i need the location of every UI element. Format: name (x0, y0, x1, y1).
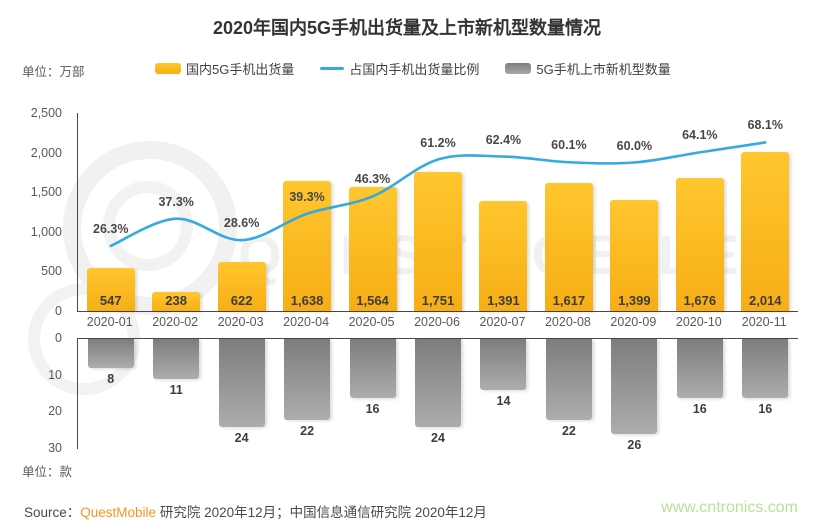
top-y-tick-label: 2,000 (30, 145, 62, 160)
shipment-bar (610, 200, 659, 311)
top-plot-area: 547 238 622 1,638 1,564 1,751 1,391 1,617 1,399 1… (77, 113, 798, 312)
legend-item-shipments: 国内5G手机出货量 (155, 59, 294, 78)
bottom-plot-area: 8 11 24 22 16 24 14 22 26 16 16 (77, 338, 798, 453)
top-y-tick-label: 1,500 (30, 185, 62, 200)
source-brand: QuestMobile (80, 505, 157, 520)
shipment-bar-value: 1,638 (290, 293, 324, 308)
new-model-bar-value: 8 (107, 372, 115, 387)
ratio-percent-label: 62.4% (485, 132, 522, 147)
ratio-percent-label: 60.1% (551, 138, 587, 153)
legend-item-ratio: 占国内手机出货量比例 (320, 59, 479, 78)
new-model-bar (742, 339, 789, 398)
shipment-bar (217, 261, 266, 311)
ratio-percent-label: 46.3% (354, 172, 391, 187)
bottom-y-tick-label: 20 (48, 404, 62, 419)
top-y-tick-label: 0 (55, 304, 62, 318)
top-y-tick-label: 2,500 (30, 106, 62, 120)
new-model-bar (153, 339, 200, 380)
new-model-bar (415, 339, 461, 427)
shipment-bar (283, 181, 332, 311)
x-axis-label: 2020-09 (610, 315, 657, 329)
legend-label: 国内5G手机出货量 (186, 62, 295, 77)
x-axis-label: 2020-10 (675, 315, 722, 329)
unit-label-bottom: 单位：款 (22, 465, 73, 479)
ratio-line-chart (109, 141, 767, 248)
legend-label: 占国内手机出货量比例 (349, 62, 480, 77)
blue-line-swatch-icon (320, 67, 345, 70)
top-y-tick-label: 1,000 (30, 224, 62, 239)
x-axis-label: 2020-07 (479, 315, 526, 329)
new-model-bar-value: 11 (169, 383, 183, 398)
ratio-percent-label: 28.6% (223, 216, 260, 231)
new-model-bar (87, 339, 134, 369)
shipment-bar (741, 151, 790, 311)
new-model-bar (545, 339, 592, 420)
new-model-bar (218, 339, 265, 427)
x-axis-label: 2020-01 (86, 315, 133, 329)
legend: 国内5G手机出货量 占国内手机出货量比例 5G手机上市新机型数量 (155, 59, 671, 78)
yellow-bar-swatch-icon (155, 63, 181, 74)
shipment-bar (544, 182, 593, 311)
ratio-line-path (109, 141, 767, 248)
shipment-bar (86, 267, 135, 311)
legend-item-new-models: 5G手机上市新机型数量 (505, 59, 671, 78)
source-rest: 研究院 2020年12月；中国信息通信研究院 2020年12月 (156, 505, 487, 520)
shipment-bar-value: 1,564 (356, 293, 389, 308)
legend-label: 5G手机上市新机型数量 (536, 62, 671, 77)
x-axis-label: 2020-11 (741, 315, 787, 329)
page-title: 2020年国内5G手机出货量及上市新机型数量情况 (212, 18, 602, 38)
ratio-percent-label: 39.3% (289, 189, 325, 204)
unit-label-top: 单位：万部 (22, 65, 85, 79)
site-watermark: www.cntronics.com (661, 499, 798, 516)
bottom-y-tick-label: 0 (55, 331, 62, 345)
new-model-bar (284, 339, 331, 420)
new-model-bar-value: 26 (627, 438, 642, 453)
x-axis-label: 2020-02 (152, 315, 199, 329)
shipment-bar-value: 1,617 (552, 293, 586, 308)
x-axis-label: 2020-05 (348, 315, 395, 329)
shipment-bar-value: 238 (165, 293, 188, 308)
x-axis-label: 2020-04 (283, 315, 330, 329)
shipment-bar-value: 547 (99, 293, 122, 308)
x-axis-label: 2020-03 (217, 315, 264, 329)
new-model-bar (676, 339, 723, 398)
new-model-bar-value: 22 (300, 423, 315, 438)
x-axis-label: 2020-08 (544, 315, 591, 329)
shipment-bar-value: 1,751 (421, 293, 455, 308)
shipment-bar (348, 187, 397, 311)
ratio-percent-label: 37.3% (158, 194, 194, 209)
new-model-bar-value: 24 (431, 431, 445, 445)
new-model-bar-value: 14 (496, 394, 511, 409)
new-model-bar-value: 16 (758, 401, 773, 416)
top-y-tick-label: 500 (41, 264, 62, 279)
new-model-bar-value: 24 (234, 431, 249, 445)
source-note: Source：QuestMobile 研究院 2020年12月；中国信息通信研究… (24, 501, 487, 521)
shipment-bar-value: 1,399 (618, 293, 651, 308)
shipment-bar-value: 1,391 (487, 293, 520, 308)
ratio-percent-label: 68.1% (747, 118, 783, 133)
new-model-bar (349, 339, 396, 398)
x-axis-label: 2020-06 (414, 315, 460, 329)
new-model-bar-value: 16 (692, 401, 707, 416)
ratio-percent-label: 60.0% (616, 138, 653, 153)
bottom-y-tick-label: 10 (48, 367, 62, 382)
ratio-percent-label: 64.1% (682, 128, 718, 143)
gray-bar-swatch-icon (505, 63, 532, 74)
new-model-bar (480, 339, 527, 391)
new-model-bar-value: 22 (561, 423, 576, 438)
shipment-bar-value: 2,014 (748, 293, 782, 308)
shipment-bar (152, 292, 201, 311)
shipment-bar (479, 200, 528, 311)
ratio-percent-label: 61.2% (420, 135, 456, 150)
shipment-bar-value: 1,676 (683, 293, 717, 308)
new-model-bar (611, 339, 658, 435)
new-model-bar-value: 16 (365, 401, 380, 416)
shipment-bar (675, 178, 724, 311)
bottom-y-tick-label: 30 (48, 441, 62, 455)
shipment-bar-value: 622 (230, 293, 253, 308)
source-prefix: Source： (24, 505, 81, 520)
ratio-percent-label: 26.3% (93, 221, 129, 236)
shipment-bar (414, 172, 462, 311)
